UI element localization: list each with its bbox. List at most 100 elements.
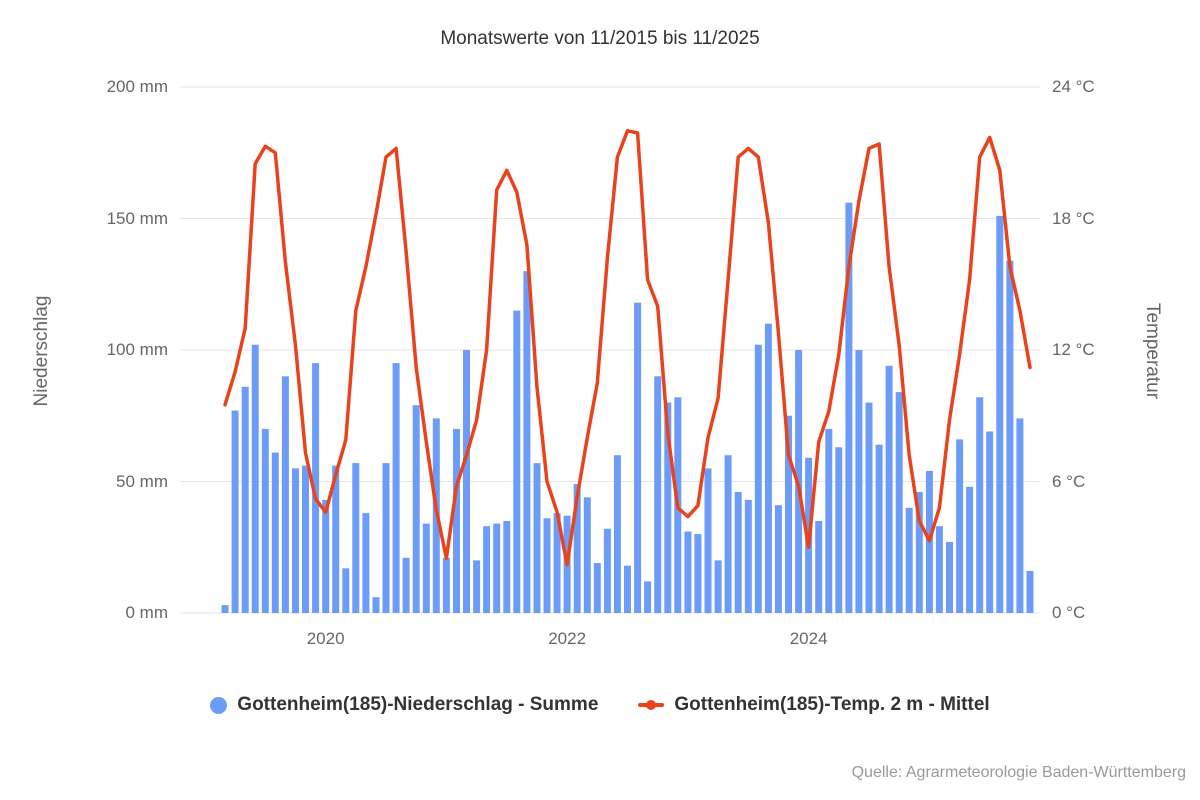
precipitation-bar — [251, 344, 259, 613]
precipitation-bar — [875, 444, 883, 613]
precipitation-bar — [543, 518, 551, 613]
precipitation-bar — [855, 350, 863, 613]
precipitation-bar — [271, 452, 279, 613]
precipitation-bar — [815, 521, 823, 613]
precipitation-bar — [644, 581, 652, 613]
xaxis-tick-label: 2024 — [789, 629, 828, 648]
precipitation-bar — [533, 463, 541, 613]
precipitation-bar — [281, 376, 289, 613]
precipitation-bar — [493, 523, 501, 613]
precipitation-bar — [774, 505, 782, 613]
yaxis-right-tick-label: 12 °C — [1052, 340, 1095, 359]
precipitation-bar — [976, 397, 984, 613]
yaxis-left-tick-label: 150 mm — [106, 208, 168, 228]
yaxis-left-tick-label: 0 mm — [125, 603, 169, 622]
precipitation-bar — [372, 597, 380, 613]
precipitation-bar — [845, 202, 853, 613]
legend-item-temperature[interactable]: Gottenheim(185)-Temp. 2 m - Mittel — [638, 694, 990, 716]
precipitation-bar — [915, 492, 923, 613]
legend-item-precipitation[interactable]: Gottenheim(185)-Niederschlag - Summe — [210, 694, 598, 716]
precipitation-bar — [603, 528, 611, 613]
precipitation-bar — [322, 499, 330, 613]
precipitation-bar — [523, 271, 531, 613]
temperature-legend-marker-icon — [638, 700, 665, 710]
precipitation-bar — [352, 463, 360, 613]
precipitation-bar — [463, 350, 470, 613]
precipitation-bar — [714, 560, 722, 613]
precipitation-bar — [402, 557, 410, 613]
precipitation-bar — [835, 447, 843, 613]
precipitation-bar — [422, 523, 430, 613]
xaxis-tick-label: 2020 — [306, 629, 345, 648]
precipitation-bar — [362, 513, 370, 613]
chart-title: Monatswerte von 11/2015 bis 11/2025 — [440, 28, 760, 49]
precipitation-bar — [221, 605, 229, 613]
legend-label-temperature: Gottenheim(185)-Temp. 2 m - Mittel — [674, 694, 990, 715]
precipitation-bar — [473, 560, 481, 613]
yaxis-left-tick-label: 100 mm — [106, 340, 168, 359]
precipitation-bar — [583, 497, 591, 613]
precipitation-bar — [754, 344, 762, 613]
xaxis-tick-label: 2022 — [548, 629, 587, 648]
precipitation-bar — [704, 468, 712, 614]
precipitation-bar — [1026, 570, 1034, 613]
precipitation-bar — [785, 415, 792, 614]
precipitation-bar — [453, 428, 460, 613]
yaxis-left-tick-label: 200 mm — [106, 77, 168, 96]
precipitation-bar — [724, 455, 732, 613]
precipitation-bar — [825, 428, 833, 613]
precipitation-bar — [1006, 260, 1014, 613]
precipitation-bar — [412, 405, 420, 613]
precipitation-bar — [634, 302, 642, 613]
yaxis-left-tick-label: 50 mm — [116, 471, 168, 491]
precipitation-bar — [231, 410, 239, 613]
precipitation-bar — [764, 323, 772, 613]
yaxis-right-tick-label: 18 °C — [1052, 208, 1095, 228]
precipitation-bar — [302, 465, 309, 613]
precipitation-bar — [885, 365, 893, 613]
precipitation-bar — [664, 402, 672, 613]
precipitation-bar — [392, 363, 400, 613]
precipitation-bar — [483, 526, 491, 613]
precipitation-bar — [935, 526, 943, 613]
precipitation-bar — [573, 484, 581, 613]
precipitation-legend-marker-icon — [210, 696, 228, 714]
precipitation-bar — [593, 563, 601, 613]
precipitation-bar — [684, 531, 692, 613]
precipitation-bar — [654, 376, 662, 613]
legend-label-precipitation: Gottenheim(185)-Niederschlag - Summe — [237, 694, 599, 715]
precipitation-bar — [624, 565, 631, 613]
precipitation-bar — [382, 463, 390, 613]
temperature-legend-dot-icon — [646, 700, 657, 710]
precipitation-bar — [613, 455, 621, 613]
precipitation-bar — [744, 499, 752, 613]
precipitation-bar — [986, 431, 994, 613]
precipitation-bar — [332, 465, 340, 613]
yaxis-right-tick-label: 6 °C — [1052, 471, 1086, 491]
source-credit: Quelle: Agrarmeteorologie Baden-Württemb… — [851, 764, 1186, 781]
precipitation-bar — [905, 507, 913, 613]
yaxis-right-tick-label: 24 °C — [1052, 77, 1095, 96]
precipitation-bar — [241, 386, 249, 613]
precipitation-bar — [503, 521, 511, 613]
precipitation-bar — [996, 215, 1004, 613]
precipitation-bar — [553, 513, 561, 613]
temperature-line — [223, 129, 1032, 567]
precipitation-bar — [1016, 418, 1024, 613]
precipitation-bar — [865, 402, 873, 613]
precipitation-bar — [956, 439, 964, 613]
yaxis-right-tick-label: 0 °C — [1052, 603, 1086, 622]
precipitation-bar — [734, 492, 742, 613]
precipitation-bar — [292, 468, 299, 614]
precipitation-bar — [966, 486, 974, 613]
legend: Gottenheim(185)-Niederschlag - Summe Got… — [0, 694, 1200, 716]
precipitation-bar — [261, 428, 269, 613]
precipitation-bar — [895, 392, 903, 613]
precipitation-bar — [946, 542, 953, 613]
precipitation-bar — [312, 363, 320, 613]
precipitation-bar — [442, 557, 450, 613]
precipitation-bar — [342, 568, 350, 613]
precipitation-bar — [694, 534, 702, 613]
